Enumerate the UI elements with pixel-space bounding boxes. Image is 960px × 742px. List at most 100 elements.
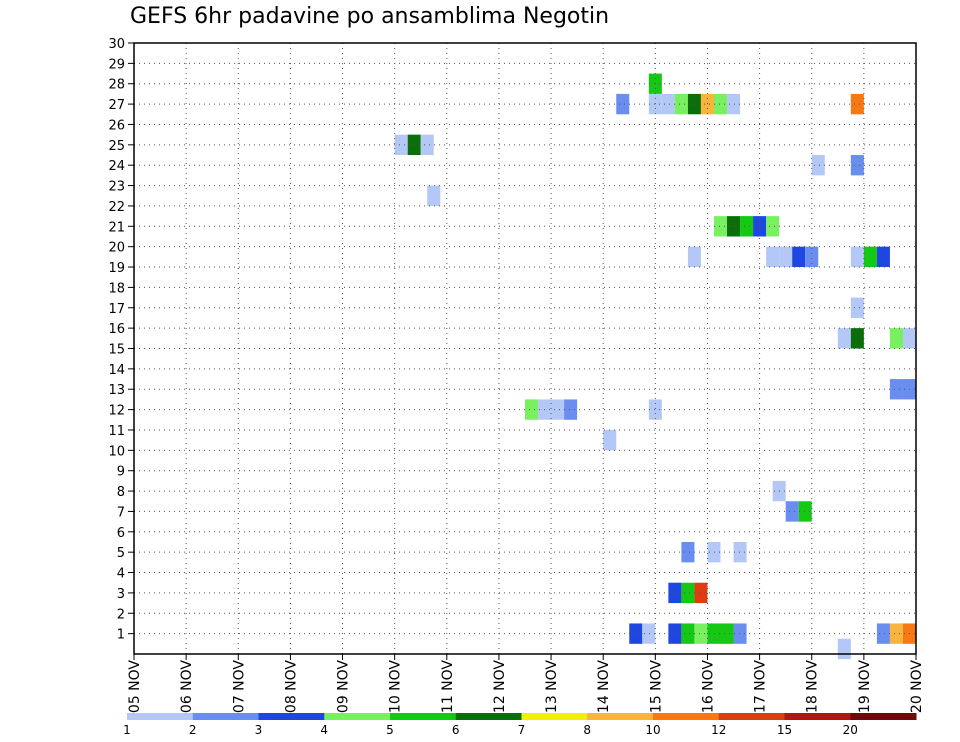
data-cell bbox=[525, 399, 539, 420]
colorbar-swatch bbox=[850, 713, 917, 720]
x-tick-label: 07 NOV bbox=[231, 660, 247, 714]
colorbar-label: 12 bbox=[711, 723, 726, 737]
x-tick-label: 20 NOV bbox=[909, 660, 925, 714]
colorbar-swatch bbox=[258, 713, 325, 720]
data-cell bbox=[674, 93, 688, 115]
x-tick-label: 10 NOV bbox=[388, 660, 404, 714]
colorbar-swatch bbox=[127, 713, 194, 720]
y-tick-label: 26 bbox=[108, 118, 125, 133]
colorbar-label: 10 bbox=[645, 723, 660, 737]
data-cell bbox=[681, 623, 695, 644]
colorbar-label: 1 bbox=[123, 723, 131, 737]
colorbar-label: 2 bbox=[189, 723, 197, 737]
data-cell bbox=[779, 246, 793, 268]
y-tick-label: 20 bbox=[108, 241, 125, 256]
data-cell bbox=[811, 155, 825, 176]
data-cell bbox=[850, 297, 864, 318]
data-cell bbox=[837, 638, 851, 660]
data-cell bbox=[681, 582, 695, 604]
y-tick-label: 18 bbox=[108, 281, 125, 296]
y-tick-label: 23 bbox=[108, 180, 125, 195]
y-tick-label: 27 bbox=[108, 98, 125, 113]
data-cell bbox=[629, 623, 643, 644]
y-tick-label: 25 bbox=[108, 139, 125, 154]
y-tick-label: 30 bbox=[108, 37, 125, 52]
data-cell bbox=[727, 93, 741, 115]
y-tick-label: 12 bbox=[108, 404, 125, 419]
data-cell bbox=[863, 246, 877, 268]
colorbar-label: 6 bbox=[452, 723, 460, 737]
x-tick-label: 06 NOV bbox=[179, 660, 195, 714]
data-cell bbox=[850, 155, 864, 176]
data-cell bbox=[889, 328, 903, 349]
data-cell bbox=[733, 623, 747, 644]
colorbar-swatch bbox=[192, 713, 259, 720]
x-tick-label: 08 NOV bbox=[283, 660, 299, 714]
colorbar-label: 8 bbox=[583, 723, 591, 737]
data-cell bbox=[837, 328, 851, 349]
x-tick-label: 13 NOV bbox=[544, 660, 560, 714]
y-tick-label: 14 bbox=[108, 363, 125, 378]
data-cell bbox=[713, 93, 728, 115]
y-tick-label: 11 bbox=[108, 424, 125, 439]
y-tick-label: 9 bbox=[117, 465, 125, 480]
data-cell bbox=[394, 134, 408, 156]
data-cell bbox=[427, 185, 441, 206]
data-cell bbox=[740, 216, 754, 237]
y-tick-label: 29 bbox=[108, 57, 125, 72]
x-tick-label: 15 NOV bbox=[648, 660, 664, 714]
data-cell bbox=[850, 328, 864, 349]
y-tick-label: 2 bbox=[117, 607, 125, 622]
y-tick-label: 6 bbox=[117, 526, 125, 541]
colorbar-label: 5 bbox=[386, 723, 394, 737]
data-cell bbox=[876, 623, 890, 644]
colorbar-label: 4 bbox=[320, 723, 328, 737]
y-tick-label: 5 bbox=[117, 546, 125, 561]
y-tick-label: 8 bbox=[117, 485, 125, 500]
data-cell bbox=[707, 541, 721, 563]
y-tick-label: 24 bbox=[108, 159, 125, 174]
data-cell bbox=[661, 93, 675, 115]
colorbar: 1 2 3 4 5 6 7 8 10 12 15 20 bbox=[123, 713, 917, 737]
data-cell bbox=[766, 246, 780, 268]
data-cell bbox=[687, 246, 701, 268]
data-cell bbox=[681, 541, 695, 563]
y-tick-label: 4 bbox=[117, 567, 125, 582]
data-cell bbox=[727, 216, 741, 237]
data-cell bbox=[889, 623, 903, 644]
data-cell bbox=[648, 93, 662, 115]
data-cell bbox=[603, 429, 617, 451]
colorbar-swatch bbox=[390, 713, 457, 720]
data-cell bbox=[733, 541, 747, 563]
y-tick-label: 21 bbox=[108, 220, 125, 235]
data-cell bbox=[798, 501, 812, 522]
data-cell bbox=[850, 93, 864, 115]
x-tick-label: 17 NOV bbox=[753, 660, 769, 714]
colorbar-swatch bbox=[653, 713, 720, 720]
x-tick-label: 11 NOV bbox=[440, 660, 456, 714]
colorbar-label: 15 bbox=[777, 723, 792, 737]
data-cell bbox=[642, 623, 656, 644]
data-cell bbox=[694, 582, 708, 604]
colorbar-swatch bbox=[718, 713, 785, 720]
colorbar-label: 20 bbox=[843, 723, 858, 737]
data-cell bbox=[700, 93, 714, 115]
y-tick-label: 19 bbox=[108, 261, 125, 276]
y-tick-label: 1 bbox=[117, 628, 125, 643]
y-tick-label: 17 bbox=[108, 302, 125, 317]
data-cell bbox=[876, 246, 890, 268]
data-cell bbox=[720, 623, 734, 644]
data-cell bbox=[616, 93, 630, 115]
data-cell bbox=[766, 216, 780, 237]
x-tick-label: 16 NOV bbox=[700, 660, 716, 714]
colorbar-swatch bbox=[521, 713, 588, 720]
x-tick-label: 19 NOV bbox=[857, 660, 873, 714]
x-tick-label: 18 NOV bbox=[805, 660, 821, 714]
data-cell bbox=[713, 216, 728, 237]
data-cell bbox=[694, 623, 708, 644]
data-cell bbox=[707, 623, 721, 644]
cells-layer bbox=[394, 73, 916, 660]
x-tick-label: 09 NOV bbox=[336, 660, 352, 714]
colorbar-label: 3 bbox=[255, 723, 263, 737]
